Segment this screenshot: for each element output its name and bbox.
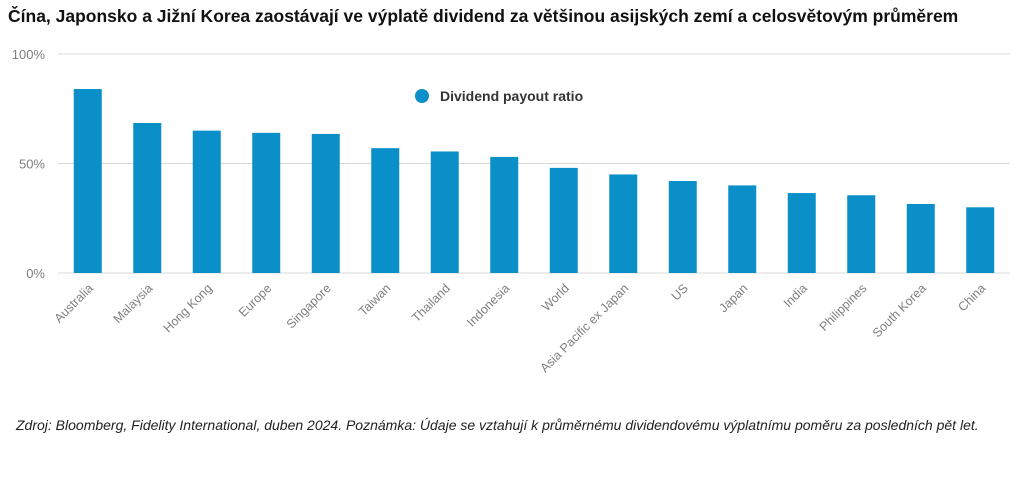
bar [668, 181, 697, 273]
bar [192, 130, 221, 273]
y-tick-label: 100% [12, 47, 46, 62]
bar [847, 195, 876, 273]
bar [133, 122, 162, 273]
bar [549, 167, 578, 273]
x-tick-label: Hong Kong [161, 281, 215, 335]
legend: Dividend payout ratio [415, 88, 583, 104]
bars [73, 89, 995, 273]
legend-label: Dividend payout ratio [440, 88, 583, 104]
bar [73, 89, 102, 273]
chart-title: Čína, Japonsko a Jižní Korea zaostávají … [8, 6, 959, 26]
x-tick-label: World [539, 281, 572, 314]
x-tick-label: Japan [716, 281, 750, 315]
y-tick-label: 50% [19, 157, 45, 172]
x-tick-label: Europe [236, 281, 274, 319]
x-tick-label: Thailand [409, 281, 453, 325]
bar [490, 156, 519, 273]
x-tick-label: Australia [52, 281, 96, 325]
y-axis-ticks: 0% 50% 100% [12, 47, 46, 281]
source-note: Zdroj: Bloomberg, Fidelity International… [16, 417, 979, 433]
bar-chart: 0% 50% 100% Australia Malaysia Hong Kong Euro… [12, 47, 1010, 375]
x-tick-label: Philippines [817, 281, 870, 334]
bar [430, 151, 459, 273]
x-tick-label: Indonesia [464, 281, 512, 329]
x-tick-label: South Korea [870, 281, 929, 340]
bar [609, 174, 638, 273]
x-axis-ticks: Australia Malaysia Hong Kong Europe Singapor… [52, 281, 989, 375]
x-tick-label: US [669, 281, 691, 303]
bar [906, 204, 935, 273]
y-tick-label: 0% [26, 266, 45, 281]
x-tick-label: Singapore [284, 281, 334, 331]
x-tick-label: China [955, 281, 988, 314]
x-tick-label: Malaysia [111, 281, 156, 326]
x-tick-label: India [781, 281, 810, 310]
bar [728, 185, 757, 273]
bar [311, 133, 340, 273]
bar [371, 148, 400, 273]
x-tick-label: Taiwan [356, 281, 393, 318]
legend-marker [415, 89, 429, 103]
bar [966, 207, 995, 273]
bar [252, 132, 281, 273]
bar [787, 193, 816, 273]
